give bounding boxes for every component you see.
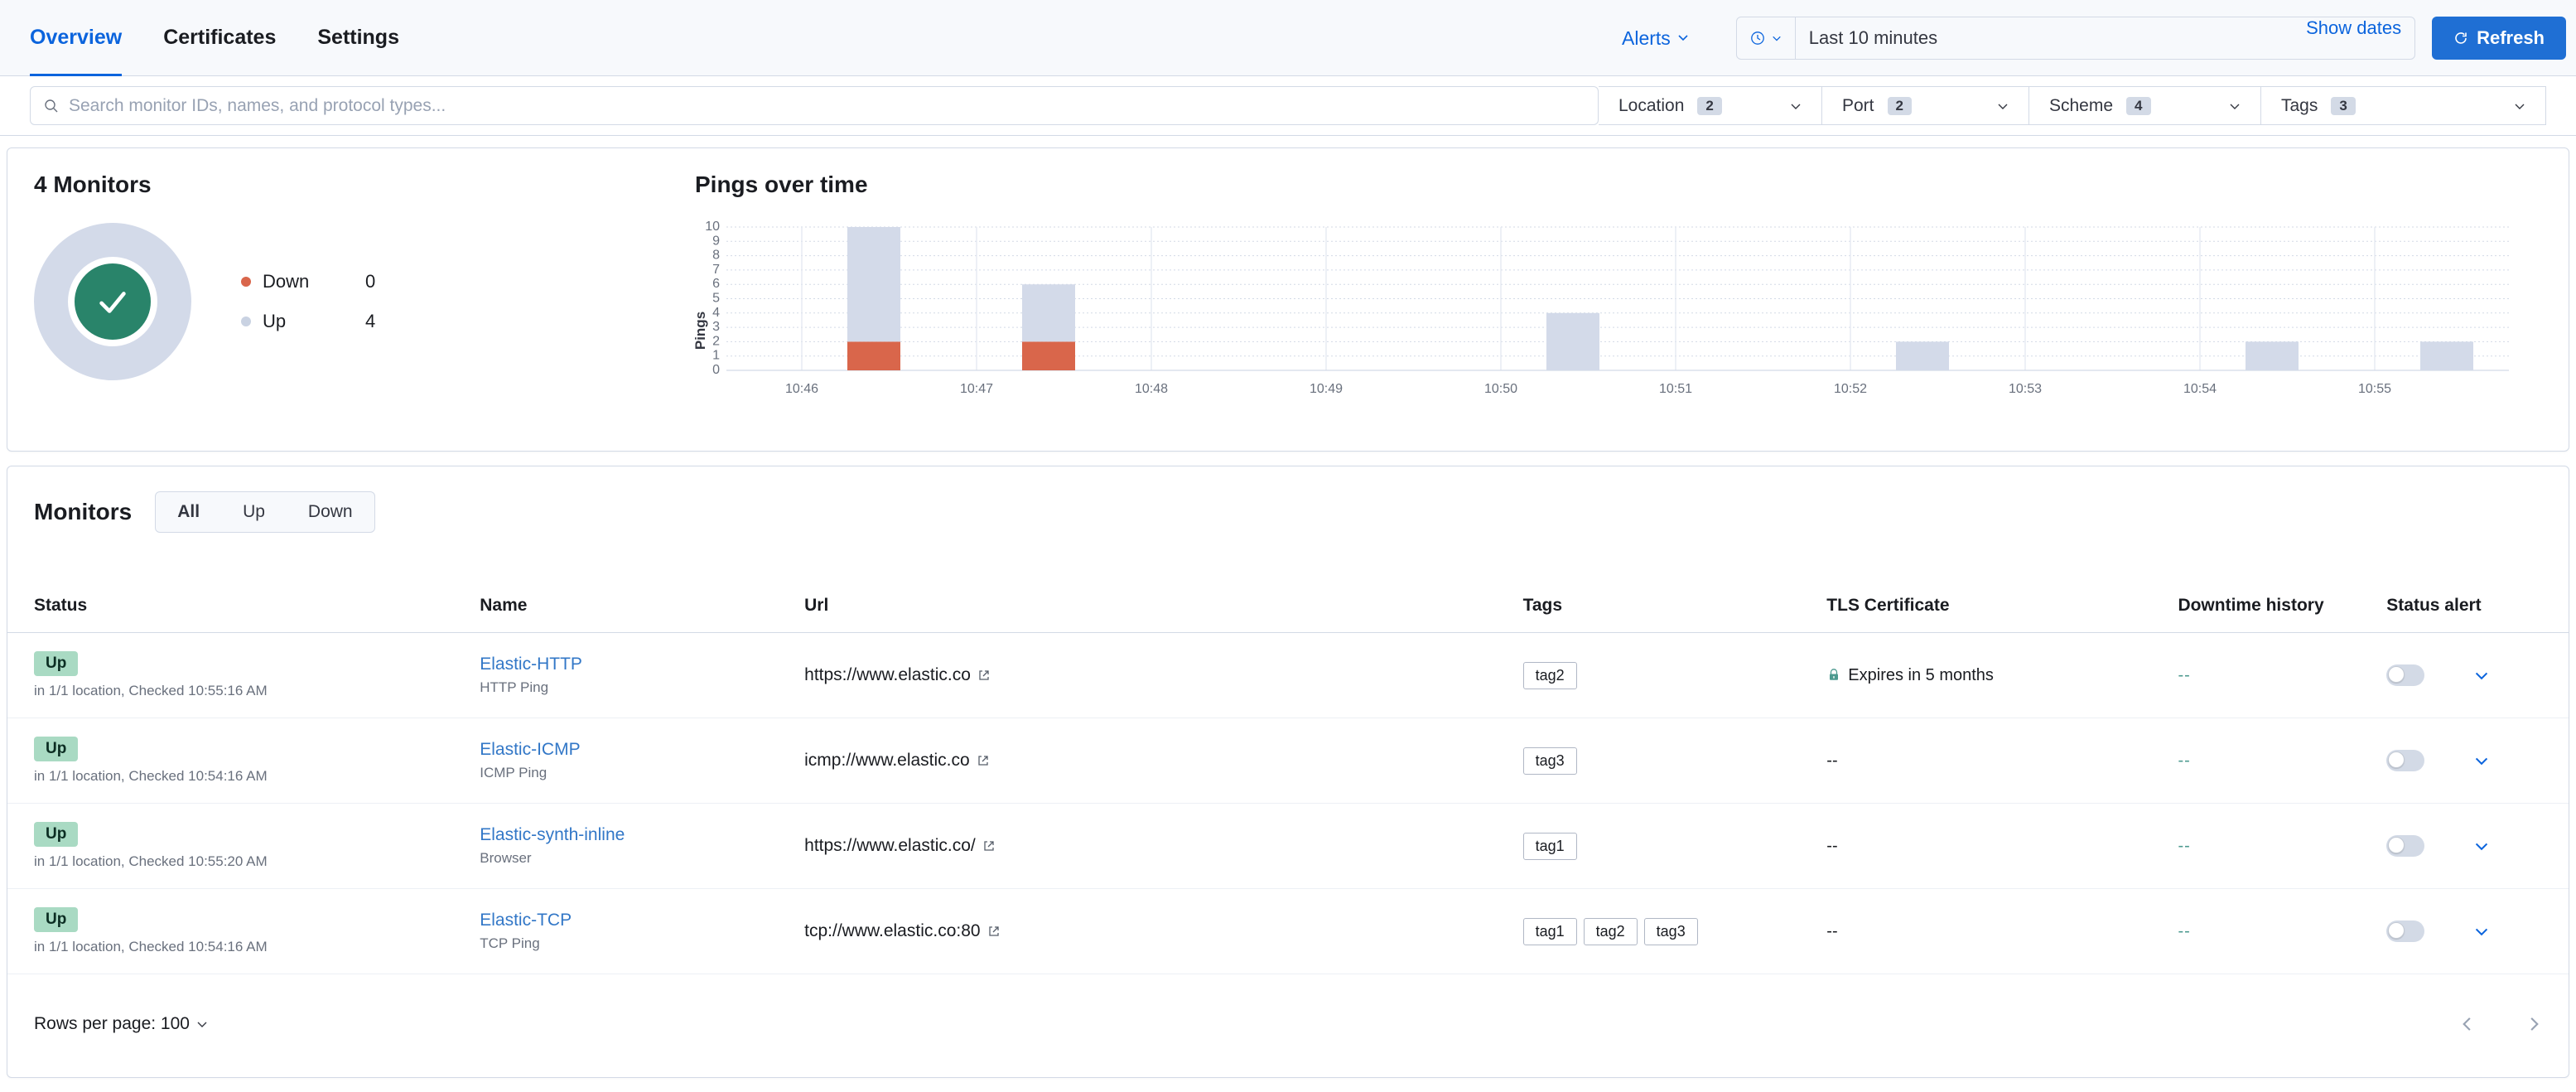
svg-text:10:54: 10:54	[2183, 382, 2217, 396]
svg-text:10:47: 10:47	[960, 382, 993, 396]
svg-text:0: 0	[712, 363, 720, 377]
svg-text:2: 2	[712, 334, 720, 348]
svg-text:4: 4	[712, 306, 720, 320]
svg-text:10:53: 10:53	[2009, 382, 2042, 396]
svg-text:1: 1	[712, 349, 720, 363]
svg-text:10:51: 10:51	[1659, 382, 1692, 396]
svg-text:5: 5	[712, 292, 720, 306]
svg-text:6: 6	[712, 277, 720, 291]
svg-text:9: 9	[712, 234, 720, 248]
svg-text:10: 10	[705, 220, 720, 234]
svg-text:10:55: 10:55	[2358, 382, 2391, 396]
svg-text:10:52: 10:52	[1834, 382, 1867, 396]
svg-text:Pings: Pings	[695, 312, 708, 350]
svg-text:8: 8	[712, 249, 720, 263]
svg-text:10:48: 10:48	[1135, 382, 1168, 396]
svg-text:10:46: 10:46	[785, 382, 818, 396]
svg-text:3: 3	[712, 320, 720, 334]
svg-text:10:50: 10:50	[1484, 382, 1517, 396]
svg-text:10:49: 10:49	[1310, 382, 1343, 396]
svg-text:7: 7	[712, 263, 720, 277]
